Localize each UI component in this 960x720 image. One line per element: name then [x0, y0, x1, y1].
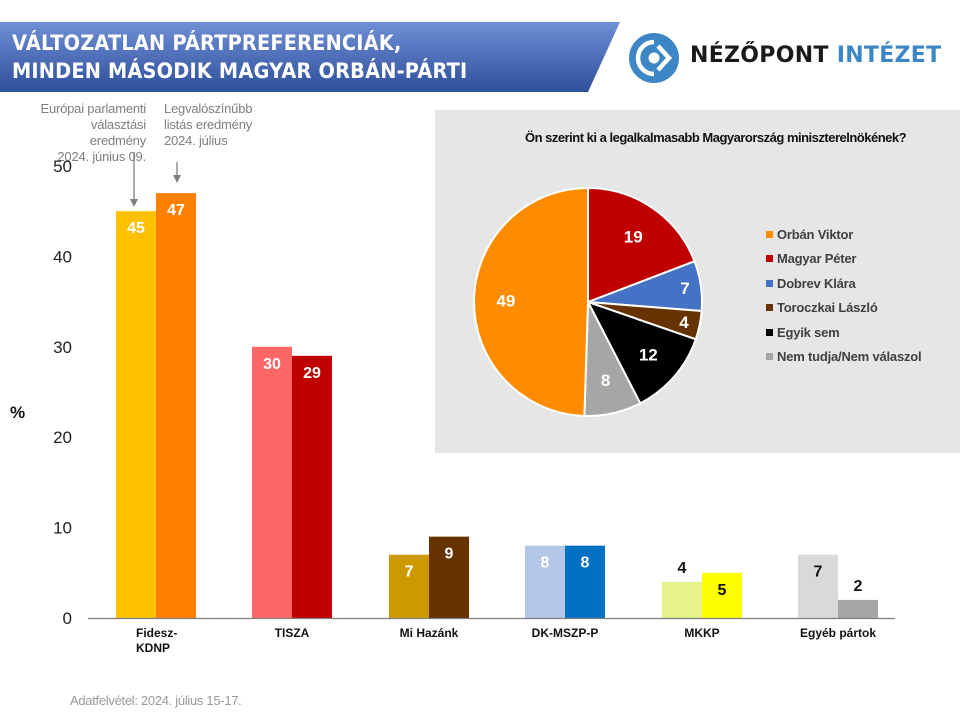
x-category-label: DK-MSZP-P [532, 626, 599, 640]
x-category-label: Fidesz- [136, 626, 177, 640]
x-category-label: TISZA [275, 626, 310, 640]
bar-value-label: 9 [445, 546, 454, 563]
bar-series-2 [838, 599, 878, 618]
bar-series-2 [565, 545, 605, 618]
bar-series-2 [429, 536, 469, 618]
pie-value-label: 4 [679, 313, 689, 332]
bar-series-2 [292, 355, 332, 618]
bar-value-label: 29 [303, 365, 321, 382]
x-category-label: KDNP [136, 641, 170, 655]
bar-value-label: 7 [814, 564, 823, 581]
bar-value-label: 45 [127, 220, 145, 237]
y-tick-label: 20 [53, 428, 72, 447]
y-tick-label: 40 [53, 247, 72, 266]
logo-word-1: NÉZŐPONT [690, 43, 829, 68]
legend-item: Egyik sem [766, 320, 921, 345]
eye-target-icon [629, 33, 679, 83]
annotation-series-2-line: listás eredmény [164, 117, 253, 132]
logo-text: NÉZŐPONT INTÉZET [690, 43, 941, 68]
header-banner: VÁLTOZATLAN PÁRTPREFERENCIÁK, MINDEN MÁS… [0, 22, 620, 92]
legend-item: Magyar Péter [766, 247, 921, 272]
legend-item: Toroczkai László [766, 296, 921, 321]
pie-value-label: 12 [639, 345, 658, 364]
x-category-label: Mi Hazánk [400, 626, 459, 640]
y-tick-label: 50 [53, 157, 72, 176]
pie-value-label: 8 [601, 371, 610, 390]
legend-label: Nem tudja/Nem válaszol [777, 349, 922, 365]
annotation-series-1-line: Európai parlamenti [40, 101, 146, 116]
pie-slice [587, 186, 696, 304]
bar-value-label: 4 [678, 560, 687, 577]
bar-series-1 [252, 346, 292, 618]
x-category-label: MKKP [684, 626, 719, 640]
annotation-series-2-line: Legvalószínűbb [164, 101, 253, 116]
legend-swatch [766, 353, 773, 361]
legend-label: Magyar Péter [777, 251, 857, 267]
pie-legend: Orbán Viktor Magyar Péter Dobrev Klára Toro… [766, 222, 922, 370]
legend-label: Toroczkai László [777, 300, 878, 316]
bar-series-1 [662, 581, 702, 618]
legend-swatch [766, 279, 773, 287]
legend-item: Nem tudja/Nem válaszol [766, 345, 922, 370]
y-tick-label: 30 [53, 338, 72, 357]
pie-slice [473, 186, 589, 417]
footer-source-note: Adatfelvétel: 2024. július 15-17. [70, 693, 242, 708]
bar-value-label: 7 [405, 564, 414, 581]
bar-series-1 [525, 545, 565, 618]
annotation-arrows [130, 152, 181, 207]
pie-title: Ön szerint ki a legalkalmasabb Magyarors… [525, 130, 907, 145]
arrow-icon-series-1 [130, 152, 138, 207]
bar-value-label: 2 [854, 578, 863, 595]
bar-value-label: 8 [541, 555, 550, 572]
pie-value-label: 7 [680, 279, 689, 298]
bar-value-label: 47 [167, 202, 185, 219]
pie-value-label: 49 [496, 292, 515, 311]
bar-series-2 [156, 193, 196, 618]
y-axis-label: % [10, 403, 25, 422]
bar-series-1 [116, 211, 156, 618]
logo-word-2: INTÉZET [836, 43, 942, 68]
legend-label: Orbán Viktor [777, 226, 854, 242]
bar-value-label: 30 [263, 356, 281, 373]
y-tick-label: 0 [63, 609, 72, 628]
legend-swatch [766, 328, 773, 336]
arrow-icon-series-2 [173, 162, 181, 183]
bar-series-1 [798, 554, 838, 618]
annotation-series-2-line: 2024. július [164, 133, 228, 148]
logo: NÉZŐPONT INTÉZET [628, 32, 941, 84]
pie-slice [585, 300, 698, 405]
legend-label: Dobrev Klára [777, 275, 856, 291]
bar-value-label: 5 [718, 582, 727, 599]
annotation-series-1-line: választási eredmény [89, 117, 146, 148]
legend-swatch [766, 304, 773, 312]
banner-background [0, 22, 620, 92]
pie-value-label: 19 [624, 227, 643, 246]
annotation-series-2: Legvalószínűbb listás eredmény 2024. júl… [164, 101, 252, 149]
legend-item: Orbán Viktor [766, 222, 921, 247]
banner-title-line-1: VÁLTOZATLAN PÁRTPREFERENCIÁK, [12, 31, 402, 55]
banner-title-line-2: MINDEN MÁSODIK MAGYAR ORBÁN-PÁRTI [12, 59, 468, 83]
legend-swatch [766, 230, 773, 238]
bar-series-2 [702, 572, 742, 618]
annotation-series-1-line: 2024. június 09. [57, 149, 146, 164]
legend-label: Egyik sem [777, 324, 840, 340]
legend-swatch [766, 255, 773, 263]
bar-value-label: 8 [581, 555, 590, 572]
bar-series-1 [389, 554, 429, 618]
x-category-label: Egyéb pártok [800, 626, 876, 640]
annotation-series-1: Európai parlamenti választási eredmény 2… [34, 101, 146, 165]
legend-item: Dobrev Klára [766, 271, 921, 296]
y-tick-label: 10 [53, 519, 72, 538]
